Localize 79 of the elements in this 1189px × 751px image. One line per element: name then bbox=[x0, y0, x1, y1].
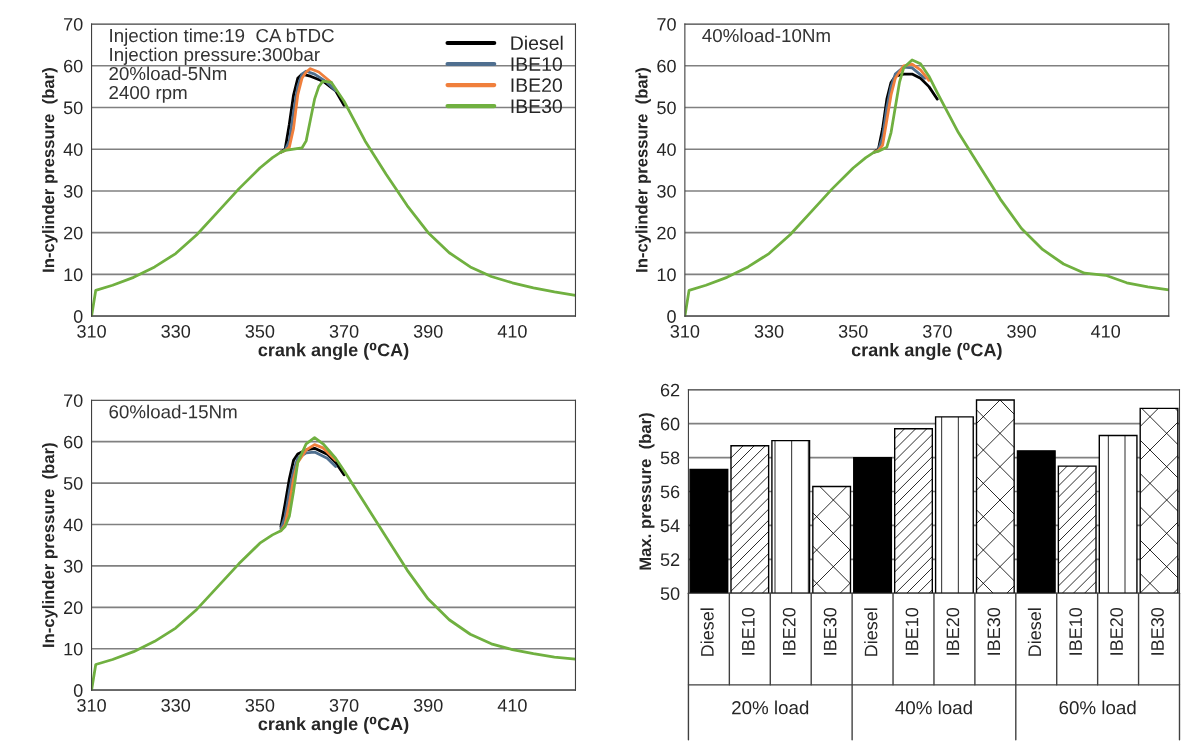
y-tick-label: 30 bbox=[63, 184, 83, 198]
y-tick-label: 20 bbox=[64, 226, 83, 240]
x-tick-label: 390 bbox=[1007, 324, 1036, 338]
x-tick-label: Diesel bbox=[1027, 608, 1042, 656]
x-tick-label: Diesel bbox=[864, 608, 878, 656]
x-tick-label: 350 bbox=[245, 324, 275, 338]
text: 60% load bbox=[1059, 700, 1136, 715]
x-tick-label: 410 bbox=[1091, 324, 1121, 338]
y-tick-label: 60 bbox=[657, 59, 676, 73]
x-tick-label: 330 bbox=[754, 324, 784, 338]
y-tick-label: 70 bbox=[64, 394, 83, 407]
y-axis-title: Max. pressure (bar) bbox=[638, 413, 655, 570]
x-tick-label: 310 bbox=[77, 324, 106, 338]
y-tick-label: 60 bbox=[64, 59, 83, 73]
y-tick-label: 40 bbox=[63, 143, 83, 156]
annotation: 40%load-10Nm bbox=[702, 28, 830, 43]
x-tick-label: 350 bbox=[245, 698, 275, 712]
y-tick-label: 0 bbox=[667, 310, 676, 323]
x-tick-label: IBE30 bbox=[1151, 607, 1164, 655]
y-tick-label: 50 bbox=[63, 101, 83, 115]
y-tick-label: 20 bbox=[64, 601, 83, 615]
y-tick-label: 70 bbox=[657, 17, 676, 31]
x-tick-label: IBE10 bbox=[905, 607, 919, 655]
x-tick-label: 370 bbox=[329, 698, 359, 712]
text: 40% load bbox=[895, 700, 972, 715]
legend-label: Diesel bbox=[511, 35, 563, 50]
y-axis-title: In-cylinder pressure (bar) bbox=[42, 443, 58, 647]
x-tick-label: 390 bbox=[413, 324, 443, 338]
y-tick-label: 62 bbox=[660, 383, 680, 397]
x-tick-label: 310 bbox=[77, 698, 106, 712]
y-tick-label: 40 bbox=[63, 518, 83, 532]
annotation: 60%load-15Nm bbox=[109, 404, 237, 419]
y-tick-label: 50 bbox=[657, 101, 676, 115]
x-tick-label: IBE30 bbox=[823, 607, 837, 655]
y-tick-label: 54 bbox=[660, 519, 680, 533]
legend-label: IBE20 bbox=[511, 78, 562, 93]
y-tick-label: 30 bbox=[657, 184, 676, 198]
y-tick-label: 50 bbox=[660, 587, 680, 601]
y-tick-label: 20 bbox=[657, 226, 676, 240]
y-tick-label: 30 bbox=[63, 559, 83, 573]
x-tick-label: 350 bbox=[838, 324, 868, 338]
x-tick-label: 410 bbox=[497, 324, 527, 338]
x-axis-title: crank angle (⁰CA) bbox=[258, 716, 409, 734]
y-axis-title: In-cylinder pressure (bar) bbox=[42, 68, 58, 272]
x-tick-label: 390 bbox=[413, 698, 443, 712]
y-tick-label: 60 bbox=[64, 435, 83, 449]
x-tick-label: IBE20 bbox=[946, 607, 960, 655]
annotation: 2400 rpm bbox=[109, 85, 187, 103]
y-tick-label: 60 bbox=[660, 417, 680, 431]
y-tick-label: 0 bbox=[73, 310, 83, 323]
annotation: Injection time:19 CA bTDC bbox=[110, 28, 334, 46]
y-tick-label: 10 bbox=[64, 268, 83, 282]
x-tick-label: IBE10 bbox=[741, 607, 755, 655]
x-axis-title: crank angle (⁰CA) bbox=[851, 342, 1002, 360]
y-tick-label: 0 bbox=[73, 684, 83, 697]
x-tick-label: IBE30 bbox=[987, 607, 1001, 655]
x-tick-label: Diesel bbox=[700, 608, 714, 656]
text: 20% load bbox=[732, 700, 809, 715]
y-tick-label: 50 bbox=[63, 477, 83, 490]
x-tick-label: 410 bbox=[497, 698, 527, 712]
y-tick-label: 58 bbox=[660, 451, 680, 465]
y-tick-label: 40 bbox=[656, 143, 676, 156]
x-tick-label: IBE10 bbox=[1069, 607, 1083, 655]
annotation: Injection pressure:300bar bbox=[110, 47, 320, 65]
y-tick-label: 70 bbox=[64, 17, 83, 31]
y-axis-title: In-cylinder pressure (bar) bbox=[635, 68, 651, 272]
y-tick-label: 52 bbox=[660, 553, 680, 567]
x-tick-label: IBE20 bbox=[782, 607, 796, 655]
x-axis-title: crank angle (⁰CA) bbox=[258, 342, 409, 360]
annotation: 20%load-5Nm bbox=[109, 66, 227, 81]
y-tick-label: 56 bbox=[660, 485, 680, 499]
x-tick-label: 370 bbox=[922, 324, 952, 338]
x-tick-label: IBE20 bbox=[1110, 607, 1123, 655]
y-tick-label: 10 bbox=[657, 268, 676, 282]
x-tick-label: 370 bbox=[329, 324, 359, 338]
x-tick-label: 310 bbox=[670, 324, 700, 338]
y-tick-label: 10 bbox=[64, 642, 83, 656]
x-tick-label: 330 bbox=[161, 324, 191, 338]
x-tick-label: 330 bbox=[161, 698, 191, 712]
